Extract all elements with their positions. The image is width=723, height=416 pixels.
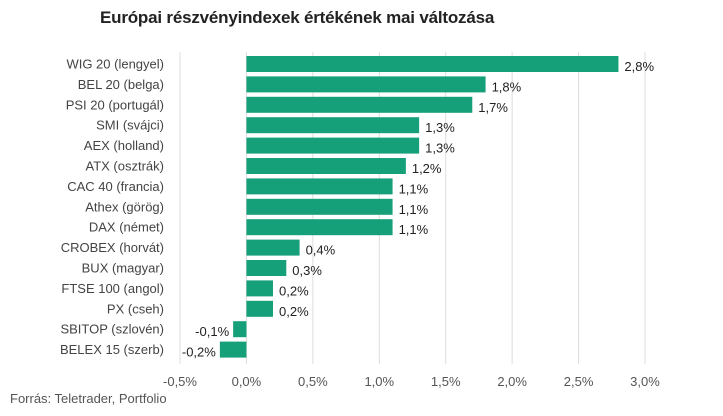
category-label: CROBEX (horvát) [61, 240, 164, 255]
category-label: ATX (osztrák) [86, 159, 165, 174]
bar-chart: -0,5% 0,0% 0,5% 1,0% 1,5% 2,0% 2,5% 3,0% WIG 20 … [60, 52, 660, 389]
value-label: 1,3% [425, 141, 455, 156]
value-label: 1,2% [412, 161, 442, 176]
bar [246, 158, 406, 174]
category-label: Athex (görög) [85, 199, 164, 214]
bar [246, 300, 273, 317]
x-tick-label: 2,5% [564, 374, 594, 389]
bar [246, 239, 300, 256]
value-label: 1,8% [492, 79, 522, 94]
category-label: AEX (holland) [84, 138, 164, 153]
x-tick-label: 3,0% [630, 374, 660, 389]
category-label: CAC 40 (francia) [67, 179, 164, 194]
bar [219, 341, 247, 358]
category-label: FTSE 100 (angol) [61, 281, 164, 296]
x-tick-label: 1,5% [431, 374, 461, 389]
chart-title: Európai részvényindexek értékének mai vá… [100, 8, 495, 27]
value-label: 0,2% [279, 283, 309, 298]
bar [246, 137, 420, 154]
category-label: BEL 20 (belga) [78, 77, 164, 92]
x-tick-label: 1,0% [364, 374, 394, 389]
category-label: WIG 20 (lengyel) [66, 57, 164, 72]
bar [246, 117, 420, 134]
value-label: 1,7% [478, 100, 508, 115]
value-label: -0,1% [195, 324, 229, 339]
category-label: SMI (svájci) [96, 118, 164, 133]
category-label: PX (cseh) [107, 301, 164, 316]
category-label: PSI 20 (portugál) [66, 97, 164, 112]
value-label: 1,1% [399, 222, 429, 237]
category-label: DAX (német) [89, 220, 164, 235]
value-label: 0,3% [292, 263, 322, 278]
bar [246, 178, 393, 195]
x-tick-label: -0,5% [163, 374, 197, 389]
bar [246, 56, 619, 72]
value-label: 1,3% [425, 120, 455, 135]
value-label: 0,2% [279, 304, 309, 319]
bar [246, 260, 287, 276]
category-label: BUX (magyar) [82, 261, 164, 276]
bar [246, 219, 393, 236]
category-label: BELEX 15 (szerb) [60, 342, 164, 357]
value-label: 0,4% [306, 243, 336, 258]
bar [233, 321, 247, 338]
value-label: 2,8% [624, 59, 654, 74]
bar [246, 280, 273, 297]
x-tick-label: 0,0% [232, 374, 262, 389]
bar [246, 198, 393, 215]
bar [246, 96, 473, 113]
x-tick-label: 0,5% [298, 374, 328, 389]
bar [246, 76, 486, 93]
source-note: Forrás: Teletrader, Portfolio [10, 391, 167, 406]
x-tick-label: 2,0% [497, 374, 527, 389]
value-label: 1,1% [399, 202, 429, 217]
value-label: 1,1% [399, 181, 429, 196]
value-label: -0,2% [182, 345, 216, 360]
category-label: SBITOP (szlovén) [60, 322, 164, 337]
